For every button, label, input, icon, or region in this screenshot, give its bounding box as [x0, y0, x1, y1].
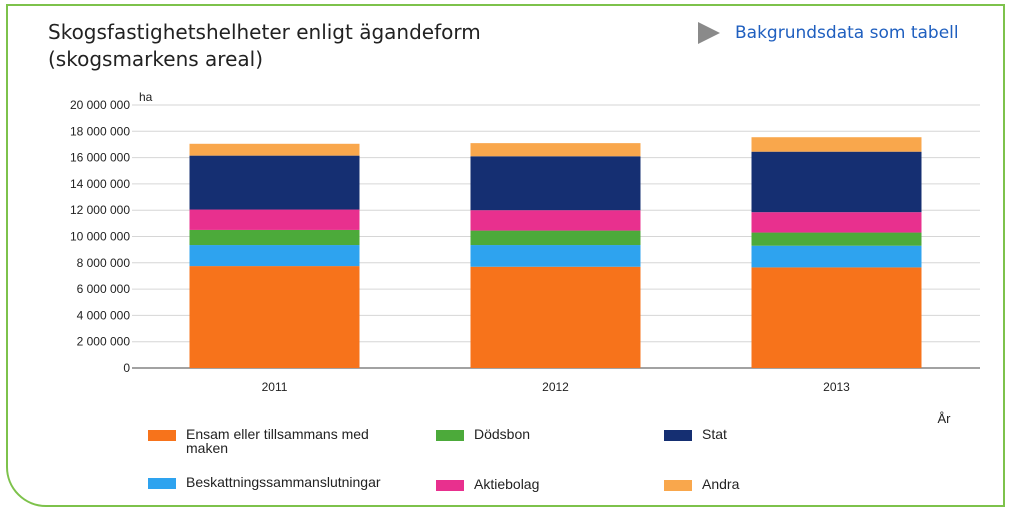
y-tick-label: 10 000 000	[70, 230, 130, 244]
bar-segment	[751, 212, 922, 233]
legend-label: Beskattningssammanslutningar	[186, 474, 381, 490]
bar-segment	[751, 151, 922, 213]
legend-item: Andra	[664, 477, 922, 491]
legend-swatch	[148, 478, 176, 489]
y-tick-label: 6 000 000	[77, 282, 131, 296]
y-tick-label: 12 000 000	[70, 203, 130, 217]
bar-segment	[470, 156, 641, 211]
play-triangle-icon	[698, 22, 720, 44]
y-tick-label: 14 000 000	[70, 177, 130, 191]
bar-segment	[189, 155, 360, 210]
y-tick-label: 0	[123, 361, 130, 375]
y-tick-label: 2 000 000	[77, 335, 131, 349]
legend-label: Aktiebolag	[474, 476, 540, 492]
bar-segment	[189, 266, 360, 368]
y-tick-label: 18 000 000	[70, 124, 130, 138]
y-tick-label: 16 000 000	[70, 151, 130, 165]
bar-segment	[751, 267, 922, 368]
bar-segment	[751, 137, 922, 152]
bar-segment	[470, 210, 641, 231]
x-axis-label: År	[938, 411, 952, 426]
legend-swatch	[148, 430, 176, 441]
x-tick-label: 2013	[823, 380, 850, 394]
y-tick-label: 20 000 000	[70, 98, 130, 112]
legend-item: Aktiebolag	[436, 477, 694, 491]
x-tick-label: 2012	[542, 380, 569, 394]
x-tick-label: 2011	[262, 380, 288, 394]
legend-swatch	[664, 480, 692, 491]
chart-title-line-2: (skogsmarkens areal)	[48, 47, 263, 71]
background-data-table-link-label: Bakgrundsdata som tabell	[735, 23, 959, 43]
legend-item: Ensam eller tillsammans med maken	[148, 427, 371, 455]
y-tick-label: 8 000 000	[77, 256, 131, 270]
legend-item: Stat	[664, 427, 922, 441]
legend-label: Andra	[702, 476, 740, 492]
bar-segment	[751, 245, 922, 268]
bar-segment	[189, 245, 360, 267]
legend-label: Stat	[702, 426, 727, 442]
chart-title-line-1: Skogsfastighetshelheter enligt ägandefor…	[48, 20, 481, 44]
y-tick-label: 4 000 000	[77, 308, 131, 322]
legend-label: Dödsbon	[474, 426, 531, 442]
y-axis-label: ha	[139, 90, 153, 104]
chart-title: Skogsfastighetshelheter enligt ägandefor…	[48, 19, 568, 73]
bar-segment	[189, 143, 360, 156]
bar-segment	[470, 143, 641, 157]
legend-swatch	[436, 480, 464, 491]
bar-segment	[189, 229, 360, 246]
bar-segment	[751, 232, 922, 246]
legend-item: Dödsbon	[436, 427, 694, 441]
bar-segment	[470, 245, 641, 267]
legend-label: Ensam eller tillsammans med maken	[186, 426, 369, 456]
bar-segment	[470, 266, 641, 368]
legend-swatch	[436, 430, 464, 441]
background-data-table-link[interactable]: Bakgrundsdata som tabell	[698, 22, 959, 44]
bar-segment	[189, 209, 360, 230]
legend-swatch	[664, 430, 692, 441]
bar-segment	[470, 230, 641, 246]
legend-item: Beskattningssammanslutningar	[148, 475, 406, 489]
